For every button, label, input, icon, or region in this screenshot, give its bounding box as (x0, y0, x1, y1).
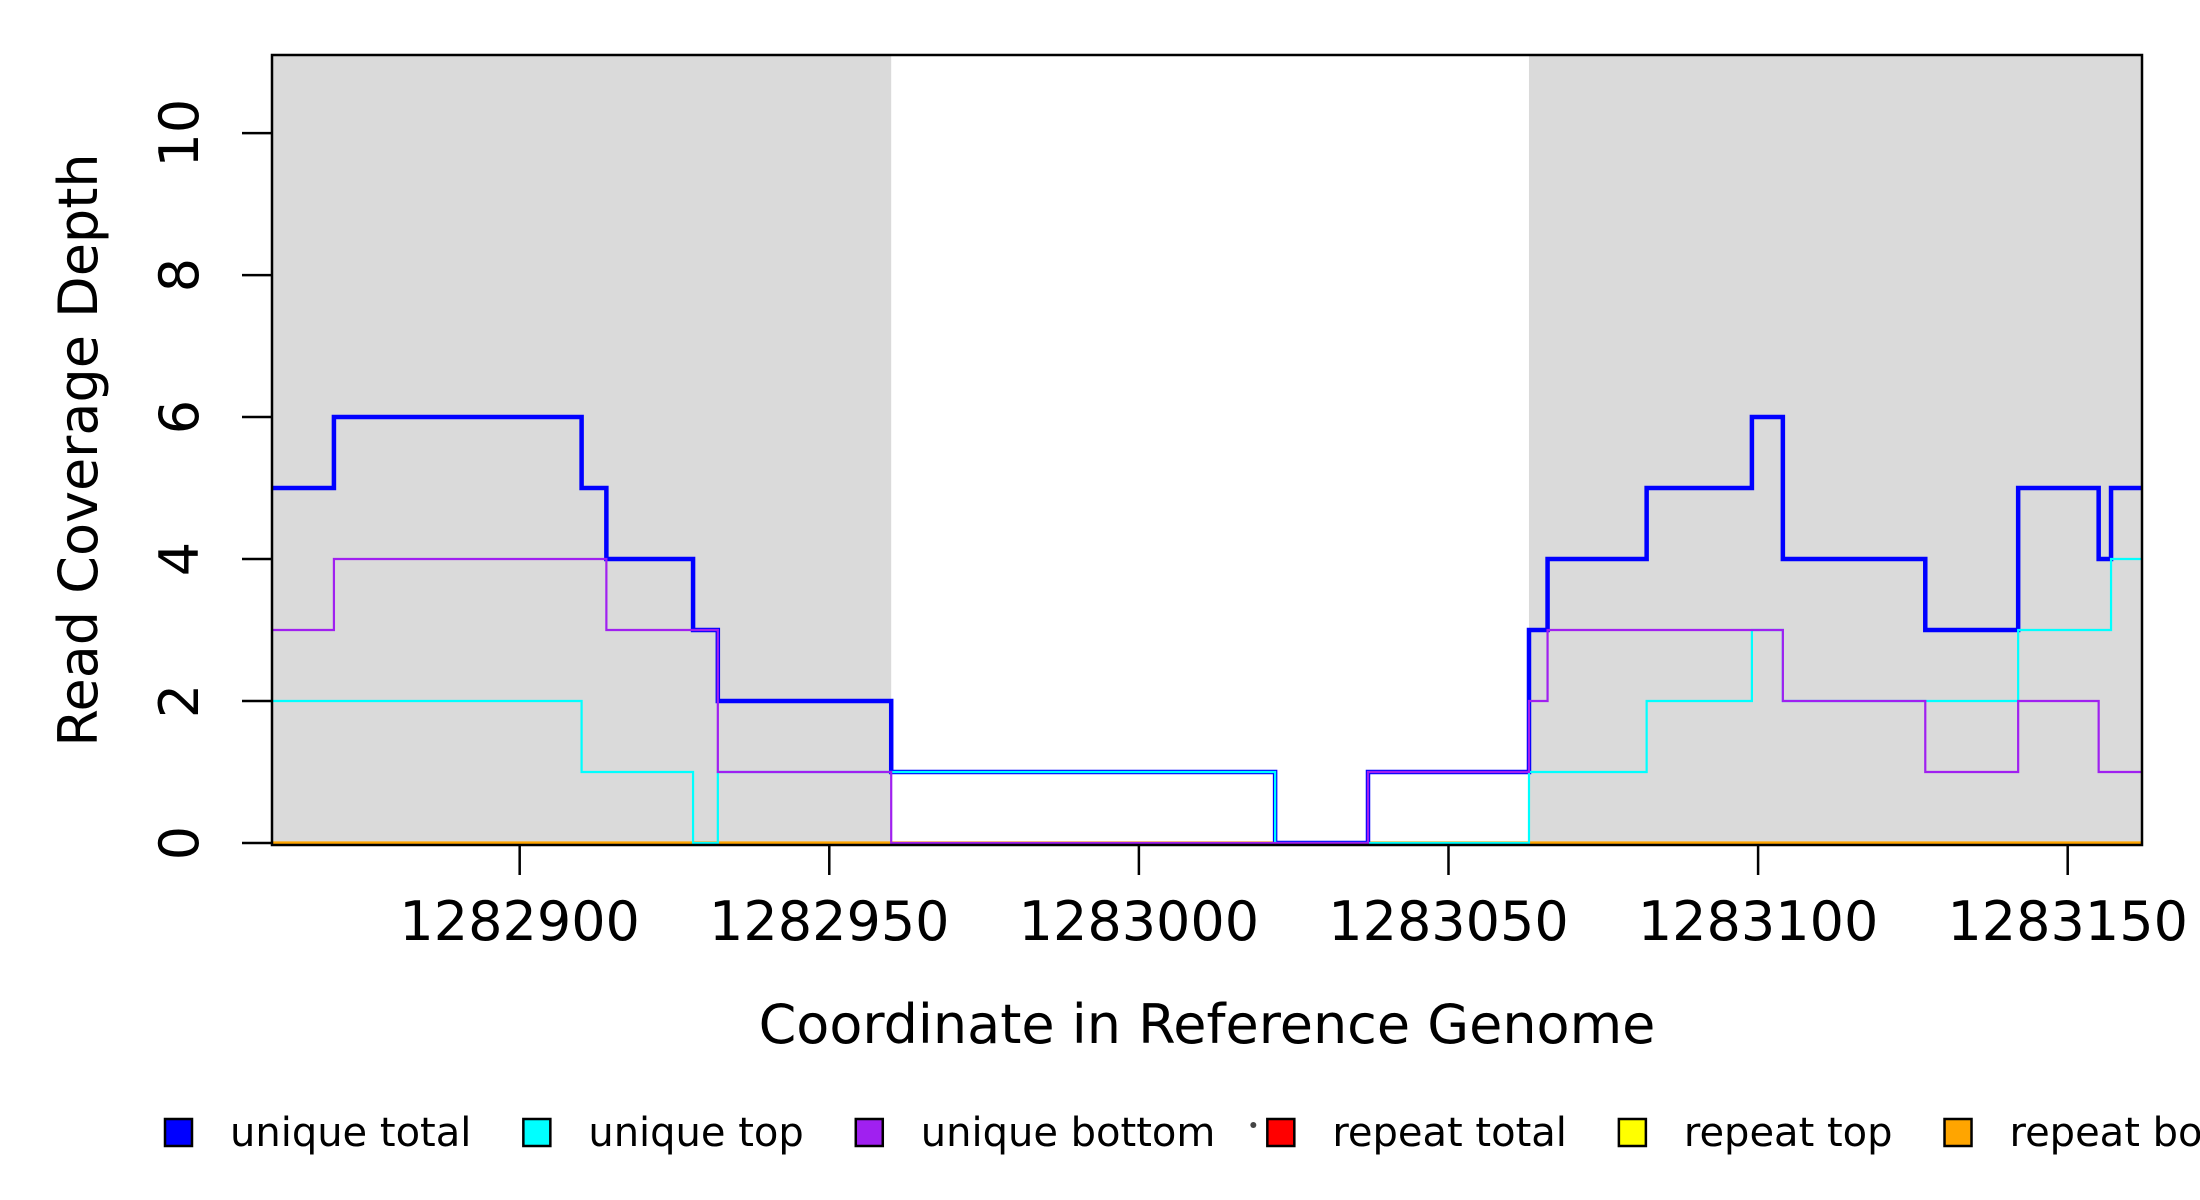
x-axis-tick-label: 1283000 (1019, 890, 1260, 953)
y-axis-tick-label: 2 (148, 684, 211, 718)
series-lines (272, 414, 2142, 846)
x-axis-title: Coordinate in Reference Genome (759, 993, 1656, 1056)
plot-box (270, 53, 2144, 847)
legend-swatch-unique-total (163, 1117, 194, 1148)
legend-label-unique-bottom: unique bottom (921, 1110, 1216, 1156)
series-line-unique-top (272, 557, 2142, 845)
legend-swatch-unique-top (522, 1117, 552, 1148)
y-axis-tick-label: 8 (148, 258, 211, 292)
legend-label-unique-total: unique total (230, 1110, 471, 1156)
x-axis-tick-label: 1282950 (709, 890, 950, 953)
legend-stray-dot (1250, 1122, 1257, 1128)
legend-label-unique-top: unique top (588, 1110, 803, 1156)
x-axis-tick-label: 1282900 (399, 890, 640, 953)
legend-label-repeat-bottom: repeat bottom (2010, 1110, 2200, 1156)
series-line-unique-bottom (272, 557, 2142, 845)
x-axis-tick-label: 1283100 (1638, 890, 1879, 953)
x-axis-tick-label: 1283150 (1947, 890, 2188, 953)
legend-swatch-repeat-bottom (1943, 1117, 1973, 1148)
y-axis-tick-label: 6 (148, 400, 211, 434)
y-axis: 0 2 4 6 8 10 (148, 99, 272, 860)
y-axis-tick-label: 0 (148, 826, 211, 860)
legend-label-repeat-top: repeat top (1684, 1110, 1893, 1156)
legend-label-repeat-total: repeat total (1332, 1110, 1567, 1156)
y-axis-tick-label: 4 (148, 542, 211, 576)
x-axis-tick-label: 1283050 (1328, 890, 1569, 953)
legend-swatch-unique-bottom (854, 1117, 885, 1148)
shaded-region (1528, 56, 2142, 844)
legend-swatch-repeat-top (1617, 1117, 1648, 1148)
x-axis: 1282900 1282950 1283000 1283050 1283100 12831… (399, 845, 2188, 953)
y-axis-tick-label: 10 (148, 99, 211, 168)
legend-swatch-repeat-total (1266, 1117, 1296, 1148)
legend: unique total unique top unique bottom repea… (163, 1110, 2200, 1156)
y-axis-title: Read Coverage Depth (47, 153, 110, 746)
